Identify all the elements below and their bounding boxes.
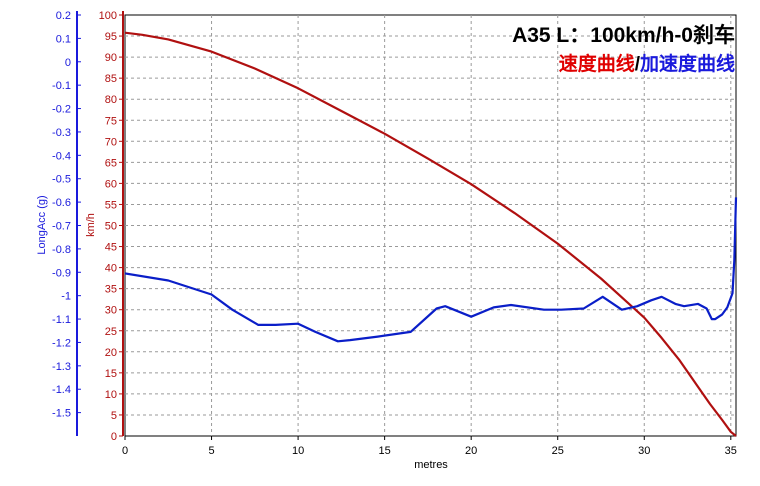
speed-tick-label: 75 [105, 115, 117, 127]
speed-tick-label: 70 [105, 136, 117, 148]
x-tick-label: 25 [552, 445, 564, 457]
left-tick-label: -1.1 [52, 314, 71, 326]
acc-line [124, 197, 738, 343]
speed-tick-label: 10 [105, 389, 117, 401]
left-tick-label: -1.2 [52, 337, 71, 349]
speed-tick-label: 100 [99, 10, 117, 22]
x-tick-label: 10 [292, 445, 304, 457]
subtitle-separator: / [635, 54, 641, 75]
subtitle-acc-curve: 加速度曲线 [639, 52, 735, 75]
left-tick-label: 0 [65, 57, 71, 69]
x-tick-label: 5 [208, 445, 214, 457]
axes: 0 5 10 15 20 25 30 35 0.2 0.1 0 -0.1 -0.2 -0.3 -0.4 -0.… [52, 10, 737, 457]
grid [124, 14, 737, 437]
left-tick-label: -0.6 [52, 197, 71, 209]
speed-tick-label: 30 [105, 305, 117, 317]
x-tick-label: 30 [638, 445, 650, 457]
left-tick-label: -1 [61, 291, 71, 303]
left-tick-label: -0.8 [52, 244, 71, 256]
speed-tick-label: 5 [111, 410, 117, 422]
series [124, 31, 738, 437]
speed-tick-label: 15 [105, 368, 117, 380]
speed-tick-label: 95 [105, 31, 117, 43]
x-tick-label: 35 [725, 445, 737, 457]
left-tick-label: -0.7 [52, 221, 71, 233]
speed-tick-label: 20 [105, 347, 117, 359]
x-axis-label: metres [414, 459, 448, 471]
speed-tick-label: 90 [105, 52, 117, 64]
left-tick-label: -1.4 [52, 384, 71, 396]
left-tick-label: -0.1 [52, 80, 71, 92]
speed-tick-label: 45 [105, 242, 117, 254]
left-tick-label: -0.5 [52, 174, 71, 186]
speed-tick-label: 35 [105, 284, 117, 296]
speed-line [124, 31, 737, 437]
left-tick-label: -0.2 [52, 104, 71, 116]
left-tick-label: 0.2 [56, 10, 71, 22]
speed-tick-label: 25 [105, 326, 117, 338]
speed-tick-label: 85 [105, 73, 117, 85]
speed-tick-label: 80 [105, 94, 117, 106]
left-tick-label: -0.3 [52, 127, 71, 139]
speed-tick-label: 60 [105, 178, 117, 190]
left-tick-label: 0.1 [56, 33, 71, 45]
left-axis-label: LongAcc (g) [36, 195, 48, 254]
speed-tick-label: 50 [105, 221, 117, 233]
left-tick-label: -1.5 [52, 408, 71, 420]
chart-title: A35 L：100km/h-0刹车 [512, 23, 735, 47]
subtitle-speed-curve: 速度曲线 [559, 52, 635, 75]
x-tick-label: 20 [465, 445, 477, 457]
speed-tick-label: 65 [105, 157, 117, 169]
right-axis-label: km/h [85, 213, 97, 237]
chart-subtitle: 速度曲线/加速度曲线 [559, 52, 735, 75]
speed-tick-label: 0 [111, 431, 117, 443]
x-tick-label: 15 [379, 445, 391, 457]
left-tick-label: -1.3 [52, 361, 71, 373]
left-tick-label: -0.4 [52, 150, 71, 162]
left-tick-label: -0.9 [52, 267, 71, 279]
x-tick-label: 0 [122, 445, 128, 457]
speed-tick-label: 55 [105, 199, 117, 211]
speed-tick-label: 40 [105, 263, 117, 275]
